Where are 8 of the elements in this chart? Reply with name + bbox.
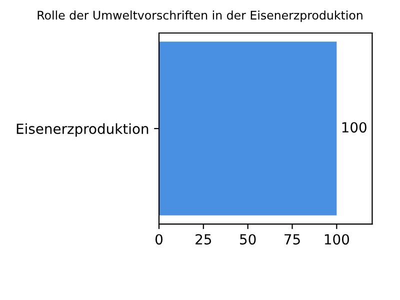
y-tick-label: Eisenerzproduktion [16,123,148,137]
x-tick-label: 50 [240,234,256,245]
chart-title: Rolle der Umweltvorschriften in der Eisenerzproduktion [38,10,362,22]
x-tick-label: 75 [284,234,300,245]
data-label: 100 [342,122,366,133]
x-tick-label: 0 [155,234,162,245]
x-tick-label: 100 [324,234,349,245]
x-tick-label: 25 [196,234,212,245]
